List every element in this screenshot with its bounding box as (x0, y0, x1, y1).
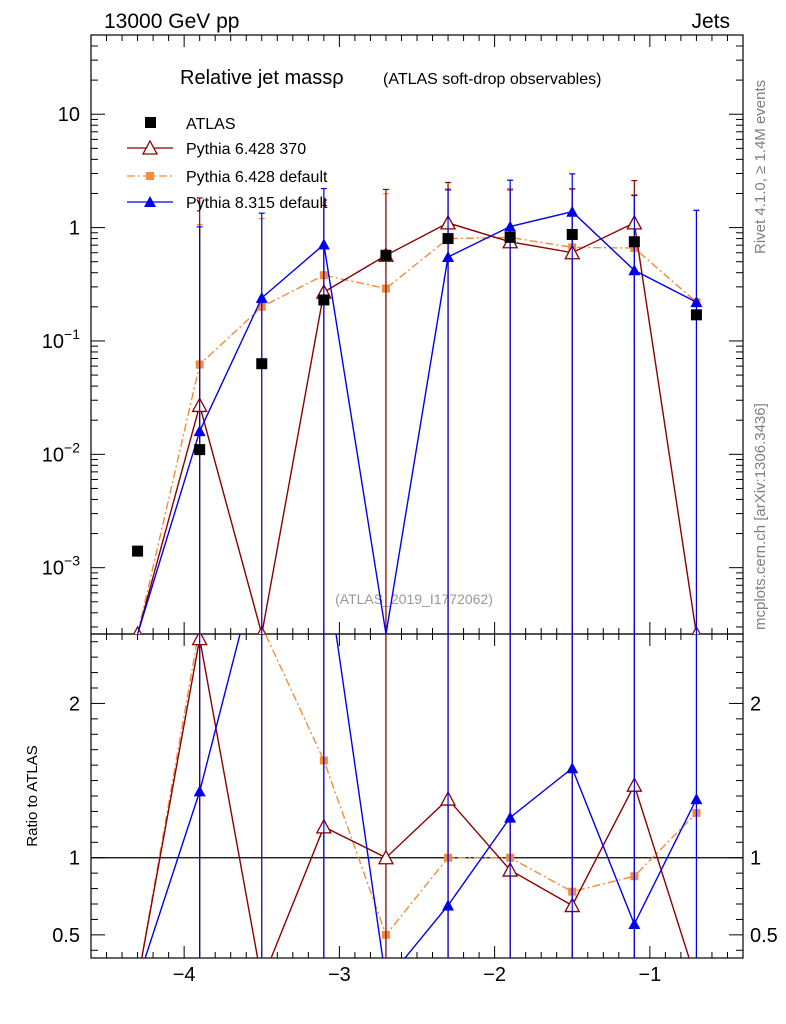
legend: ATLAS Pythia 6.428 370 Pythia 6.428 defa… (127, 116, 328, 212)
ratio-y-tick-label-right: 0.5 (750, 925, 778, 947)
mcplots-label: mcplots.cern.ch [arXiv:1306.3436] (752, 403, 769, 630)
ratio-ylabel: Ratio to ATLAS (24, 745, 41, 846)
series-line-pythia-8-315-default (136, 210, 697, 634)
ratio-line-pythia-8-315-default (144, 634, 698, 958)
legend-label-pythia6-default: Pythia 6.428 default (186, 169, 328, 186)
ratio-line-pythia-6-428-370 (141, 638, 690, 958)
ratio-point-pythia-8-315-default (690, 793, 703, 805)
ratio-point-pythia-6-428-370 (377, 849, 395, 865)
main-y-tick-label: 10−2 (42, 439, 80, 466)
point-atlas (628, 236, 640, 248)
main-y-tick-label: 10−3 (42, 553, 80, 580)
x-tick-label: −2 (483, 964, 506, 986)
series-line-pythia-6-428-default (136, 236, 697, 634)
x-tick-label: −4 (173, 964, 196, 986)
point-atlas (318, 294, 330, 306)
legend-label-pythia8: Pythia 8.315 default (186, 195, 328, 212)
header-energy-label: 13000 GeV pp (104, 10, 239, 33)
point-pythia-6-428-370 (133, 625, 143, 634)
series-line-pythia-6-428-370 (136, 221, 698, 634)
chart-title: Relative jet massρ (180, 67, 344, 89)
analysis-watermark: (ATLAS_2019_I1772062) (335, 591, 493, 607)
point-atlas (132, 545, 144, 557)
ratio-line-pythia-6-428-default (140, 634, 697, 958)
point-pythia-8-315-default (504, 220, 517, 232)
rivet-version-label: Rivet 4.1.0, ≥ 1.4M events (752, 80, 769, 254)
ratio-point-pythia-8-315-default (628, 918, 641, 930)
point-atlas (690, 309, 702, 321)
point-atlas (194, 444, 206, 456)
legend-marker-pythia6-default (146, 172, 154, 180)
point-pythia-8-315-default (628, 264, 641, 276)
point-atlas (256, 358, 268, 370)
ratio-y-tick-label: 0.5 (52, 925, 80, 947)
ratio-point-pythia-8-315-default (566, 762, 579, 774)
point-atlas (380, 249, 392, 261)
point-pythia-8-315-default (566, 205, 579, 217)
x-tick-label: −3 (328, 964, 351, 986)
axes-layer: −4 −3 −2 −1 10−3 10−2 10−1 1 10 0.5 0.5 1 1 2 2 (42, 34, 778, 986)
x-tick-label: −1 (638, 964, 661, 986)
point-atlas (442, 233, 454, 245)
point-pythia-8-315-default (442, 251, 455, 263)
point-pythia-8-315-default (255, 291, 268, 303)
ratio-y-tick-label-right: 2 (750, 693, 761, 715)
ratio-y-tick-label-right: 1 (750, 848, 761, 870)
main-data-layer (132, 173, 703, 634)
legend-marker-pythia8 (144, 196, 156, 207)
point-pythia-8-315-default (193, 425, 206, 437)
point-pythia-8-315-default (317, 238, 330, 250)
legend-marker-atlas (145, 117, 156, 128)
ratio-point-pythia-8-315-default (442, 899, 455, 911)
header-jets-label: Jets (691, 10, 730, 33)
ratio-panel-frame (90, 633, 744, 959)
legend-label-atlas: ATLAS (186, 116, 236, 133)
ratio-point-pythia-8-315-default (193, 785, 206, 797)
ratio-y-tick-label: 1 (69, 848, 80, 870)
ratio-point-pythia-8-315-default (504, 811, 517, 823)
main-y-tick-label: 10 (58, 104, 80, 126)
legend-label-pythia6-370: Pythia 6.428 370 (186, 141, 306, 158)
point-atlas (566, 228, 578, 240)
main-y-tick-label: 10−1 (42, 326, 80, 353)
chart-subtitle: (ATLAS soft-drop observables) (383, 71, 601, 88)
point-pythia-8-315-default (690, 296, 703, 308)
legend-marker-pythia6-370 (141, 139, 159, 155)
point-atlas (504, 231, 516, 243)
main-y-tick-label: 1 (69, 218, 80, 240)
ratio-data-layer (140, 634, 703, 958)
ratio-y-tick-label: 2 (69, 693, 80, 715)
